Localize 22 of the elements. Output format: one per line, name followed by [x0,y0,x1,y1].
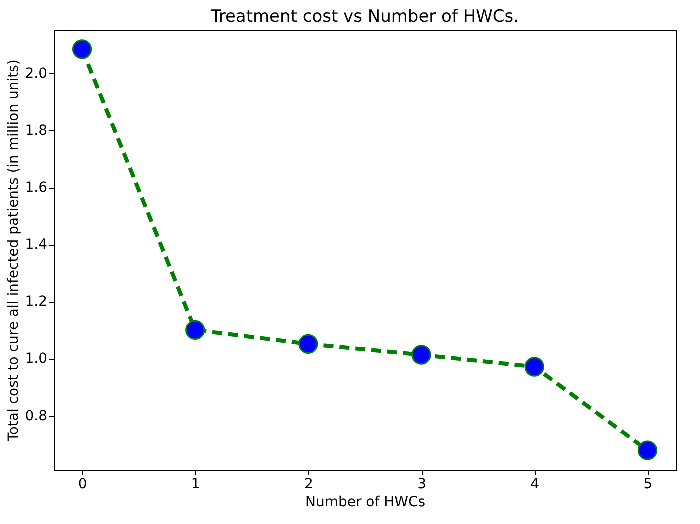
y-axis-title: Total cost to cure all infected patients (in million units) [6,60,22,442]
point [298,334,318,354]
y-tick-label: 1.4 [25,237,48,254]
y-tick-label: 1.8 [25,122,48,139]
y-tick-label: 1.2 [25,294,48,310]
x-axis-title: Number of HWCs [305,494,426,510]
x-tick-label: 3 [418,476,427,492]
x-tick-label: 2 [304,476,314,492]
y-tick-label: 2.0 [25,66,48,82]
x-tick-label: 5 [644,476,653,492]
point [72,40,92,60]
point [186,320,206,340]
x-tick-label: 1 [191,476,200,492]
chart-title: Treatment cost vs Number of HWCs. [210,7,520,27]
point [524,357,544,377]
y-tick-label: 0.8 [25,408,48,424]
y-tick-label: 1.6 [25,180,48,196]
y-tick-label: 1.0 [25,351,48,368]
point [412,345,432,365]
x-tick-label: 4 [530,476,540,492]
point [638,440,658,460]
x-tick-label: 0 [78,476,88,492]
